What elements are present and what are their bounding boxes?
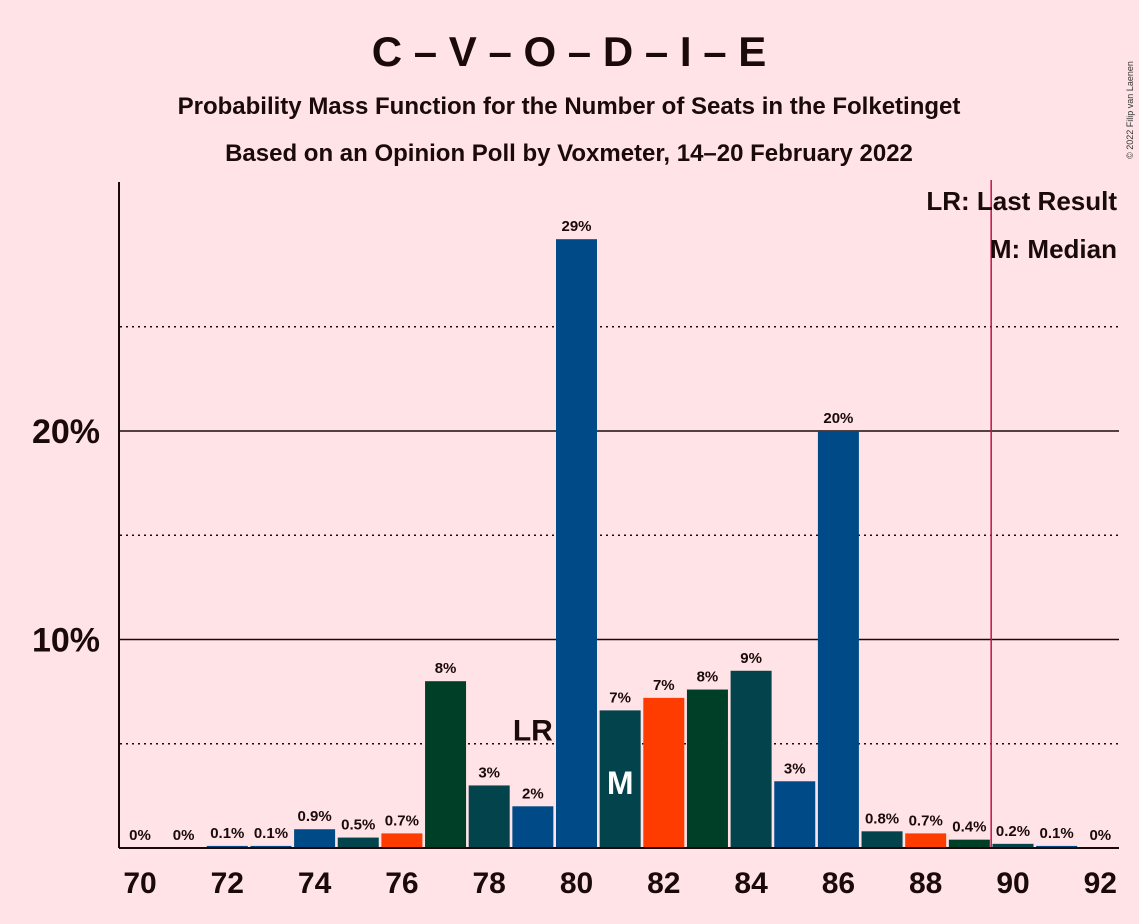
bar-seat-82 bbox=[643, 697, 685, 848]
legend-median: M: Median bbox=[990, 234, 1117, 264]
x-tick-label: 74 bbox=[298, 867, 332, 900]
value-label-seat-89: 0.4% bbox=[952, 819, 986, 836]
y-axis-ticks: 10% 20% bbox=[32, 413, 100, 660]
value-label-seat-78: 3% bbox=[478, 764, 500, 781]
value-label-seat-87: 0.8% bbox=[865, 810, 899, 827]
value-label-seat-84: 9% bbox=[740, 650, 762, 667]
value-label-seat-86: 20% bbox=[823, 410, 853, 427]
last-result-marker: LR bbox=[513, 714, 553, 747]
y-tick-label: 10% bbox=[32, 622, 100, 660]
gridlines bbox=[120, 326, 1119, 745]
x-axis-ticks: 70 72 74 76 78 80 82 84 86 88 90 92 bbox=[123, 867, 1117, 900]
copyright-note: © 2022 Filip van Laenen bbox=[1125, 61, 1135, 159]
bar-seat-90 bbox=[992, 843, 1034, 848]
bar-seat-80 bbox=[556, 239, 597, 848]
value-label-seat-79: 2% bbox=[522, 785, 544, 802]
legend-last-result: LR: Last Result bbox=[926, 186, 1117, 216]
value-label-seat-71: 0% bbox=[173, 827, 195, 844]
value-label-seat-72: 0.1% bbox=[210, 825, 244, 842]
y-tick-label: 20% bbox=[32, 413, 100, 451]
bar-seat-73 bbox=[250, 845, 292, 848]
chart-subtitle-poll: Based on an Opinion Poll by Voxmeter, 14… bbox=[225, 140, 913, 167]
x-tick-label: 80 bbox=[560, 867, 593, 900]
bar-seat-86 bbox=[817, 431, 859, 848]
bar-seat-79 bbox=[512, 806, 554, 848]
bar-seat-74 bbox=[294, 829, 336, 848]
bar-seat-89 bbox=[948, 839, 990, 848]
value-label-seat-81: 7% bbox=[609, 689, 631, 706]
bar-seat-83 bbox=[686, 689, 728, 848]
x-tick-label: 72 bbox=[211, 867, 244, 900]
value-label-seat-92: 0% bbox=[1089, 827, 1111, 844]
median-marker: M bbox=[607, 765, 634, 801]
x-tick-label: 82 bbox=[647, 867, 680, 900]
x-tick-label: 86 bbox=[822, 867, 855, 900]
bar-seat-81 bbox=[599, 710, 641, 848]
bar-seat-84 bbox=[730, 670, 772, 848]
x-tick-label: 78 bbox=[473, 867, 506, 900]
value-label-seat-75: 0.5% bbox=[341, 817, 375, 834]
bar-seat-76 bbox=[381, 833, 423, 848]
value-label-seat-74: 0.9% bbox=[297, 808, 331, 825]
value-label-seat-73: 0.1% bbox=[254, 825, 288, 842]
bar-seat-87 bbox=[861, 831, 903, 848]
bar-seat-72 bbox=[206, 845, 248, 848]
x-tick-label: 70 bbox=[123, 867, 156, 900]
value-labels: 0% 0% 0.1% 0.1% 0.9% 0.5% 0.7% 8% 3% 2% 29% 7% 7% 8% 9… bbox=[129, 218, 1111, 844]
x-tick-label: 92 bbox=[1084, 867, 1117, 900]
value-label-seat-88: 0.7% bbox=[909, 812, 943, 829]
bar-seat-77 bbox=[425, 681, 467, 848]
x-tick-label: 84 bbox=[734, 867, 768, 900]
chart-subtitle: Probability Mass Function for the Number… bbox=[178, 93, 961, 120]
x-tick-label: 76 bbox=[385, 867, 418, 900]
value-label-seat-70: 0% bbox=[129, 827, 151, 844]
chart-title: C – V – O – D – I – E bbox=[372, 28, 767, 75]
value-label-seat-85: 3% bbox=[784, 760, 806, 777]
value-label-seat-83: 8% bbox=[697, 669, 719, 686]
value-label-seat-82: 7% bbox=[653, 677, 675, 694]
bar-seat-88 bbox=[905, 833, 947, 848]
value-label-seat-77: 8% bbox=[435, 660, 457, 677]
bar-seat-91 bbox=[1036, 845, 1078, 848]
value-label-seat-80: 29% bbox=[561, 218, 591, 235]
bar-seat-75 bbox=[337, 837, 379, 848]
value-label-seat-91: 0.1% bbox=[1040, 825, 1074, 842]
bar-seat-85 bbox=[774, 781, 816, 848]
value-label-seat-76: 0.7% bbox=[385, 812, 419, 829]
bar-seat-78 bbox=[468, 785, 510, 848]
x-tick-label: 90 bbox=[996, 867, 1029, 900]
x-tick-label: 88 bbox=[909, 867, 942, 900]
value-label-seat-90: 0.2% bbox=[996, 823, 1030, 840]
bars bbox=[206, 239, 1078, 848]
